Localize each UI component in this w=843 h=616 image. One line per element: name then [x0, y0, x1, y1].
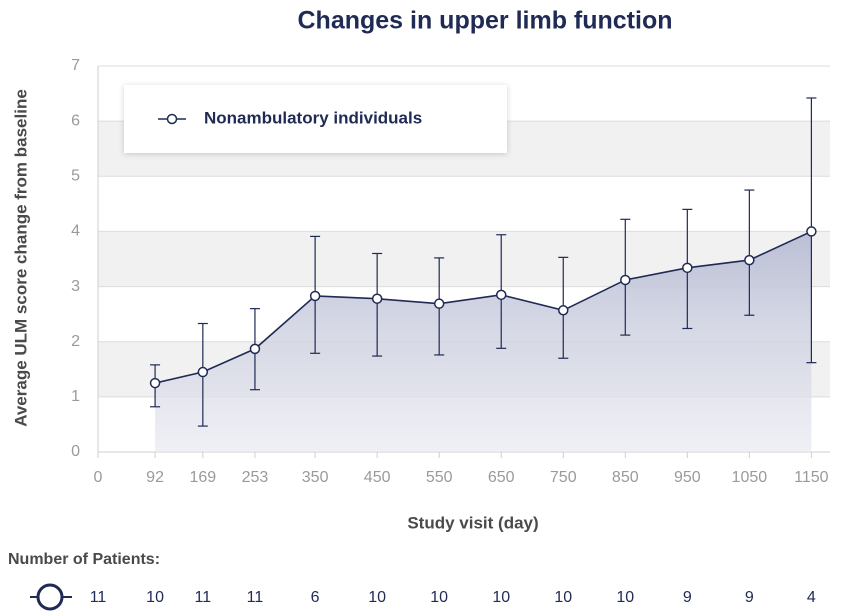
point — [371, 293, 383, 304]
patients-marker-circle — [36, 583, 64, 611]
y-tick-label: 2 — [71, 333, 80, 350]
patient-count: 10 — [430, 589, 448, 606]
patient-count: 9 — [745, 589, 754, 606]
point — [620, 274, 631, 286]
y-tick-label: 7 — [71, 57, 80, 74]
y-tick-label: 3 — [71, 278, 80, 295]
error-bar — [744, 189, 755, 316]
patient-count: 11 — [195, 589, 212, 606]
point — [806, 226, 817, 237]
x-tick-label: 169 — [189, 469, 216, 486]
x-tick-label: 750 — [550, 469, 577, 486]
y-tick-label: 4 — [71, 223, 80, 240]
patient-count: 10 — [554, 589, 572, 606]
x-tick-label: 550 — [426, 469, 453, 486]
patient-count: 10 — [616, 589, 634, 606]
point — [495, 289, 507, 301]
patient-count: 4 — [807, 589, 816, 606]
x-tick-label: 950 — [674, 469, 701, 486]
chart-title: Changes in upper limb function — [298, 7, 673, 35]
patient-count: 6 — [311, 589, 320, 606]
area — [155, 231, 812, 452]
patient-count: 11 — [90, 589, 107, 606]
patient-count: 10 — [368, 589, 386, 606]
x-tick-label: 350 — [302, 469, 329, 486]
error-bar — [372, 252, 383, 357]
x-tick-label: 450 — [364, 469, 391, 486]
x-axis-label: Study visit (day) — [407, 513, 538, 532]
point — [249, 343, 261, 355]
patients-label: Number of Patients: — [8, 551, 160, 568]
patient-count: 11 — [247, 589, 264, 606]
y-tick-label: 1 — [71, 388, 80, 405]
x-tick-label: 650 — [488, 469, 515, 486]
x-tick-label: 850 — [612, 469, 639, 486]
x-tick-label: 1050 — [732, 469, 768, 486]
x-tick-label: 253 — [242, 469, 269, 486]
line — [154, 230, 812, 384]
patient-count: 10 — [492, 589, 510, 606]
y-tick-label: 5 — [71, 168, 80, 185]
x-tick-label: 0 — [94, 469, 103, 486]
y-tick-label: 0 — [71, 443, 80, 460]
patient-count: 9 — [683, 589, 692, 606]
point — [558, 305, 569, 316]
point — [149, 377, 161, 389]
x-tick-label: 1150 — [794, 469, 829, 486]
point — [433, 298, 445, 309]
legend-label: Nonambulatory individuals — [204, 108, 422, 127]
patients-marker — [30, 583, 72, 611]
y-axis-label: Average ULM score change from baseline — [11, 89, 30, 427]
x-tick-label: 92 — [146, 469, 164, 486]
y-tick-label: 6 — [71, 112, 80, 129]
plot — [149, 97, 817, 452]
point — [197, 366, 209, 378]
point — [682, 262, 693, 274]
legend: Nonambulatory individuals — [124, 85, 507, 153]
legend-box — [124, 85, 507, 153]
point — [309, 290, 321, 302]
point — [744, 254, 755, 266]
patient-count: 10 — [146, 589, 164, 606]
legend-marker — [166, 113, 178, 125]
